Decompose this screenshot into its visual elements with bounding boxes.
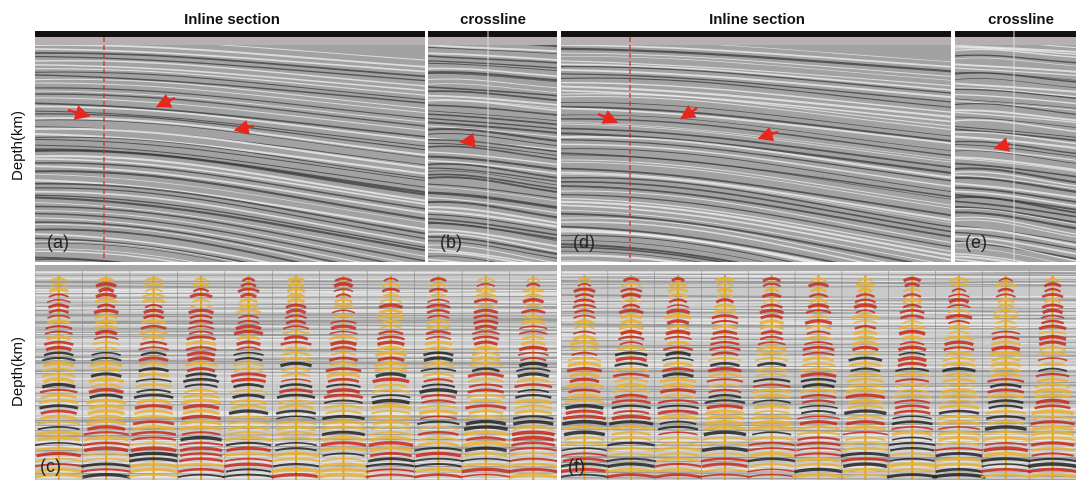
y-axis-label: Depth(km) (9, 111, 26, 181)
gather-panel (34, 264, 558, 480)
top-bar (955, 31, 1076, 37)
water (561, 37, 951, 45)
panels (34, 31, 1076, 480)
panel-label: (a) (47, 232, 69, 252)
panel-label: (d) (573, 232, 595, 252)
panel-label: (f) (568, 456, 585, 476)
panel-title: crossline (988, 11, 1054, 28)
panel-label: (e) (965, 232, 987, 252)
gather-top (561, 265, 1076, 271)
panel-title: Inline section (184, 11, 280, 28)
top-bar (35, 31, 425, 37)
panel-title: crossline (460, 11, 526, 28)
panel-label: (c) (40, 456, 61, 476)
gather-top (35, 265, 557, 271)
panel-label: (b) (440, 232, 462, 252)
figure: Inline section crossline Inline section … (0, 0, 1076, 480)
gather-panel (560, 265, 1076, 480)
water (428, 37, 557, 45)
top-bar (428, 31, 557, 37)
water (955, 37, 1076, 45)
water (35, 37, 425, 45)
panel-title: Inline section (709, 11, 805, 28)
top-bar (561, 31, 951, 37)
y-axis-label: Depth(km) (9, 337, 26, 407)
noise (35, 272, 557, 273)
